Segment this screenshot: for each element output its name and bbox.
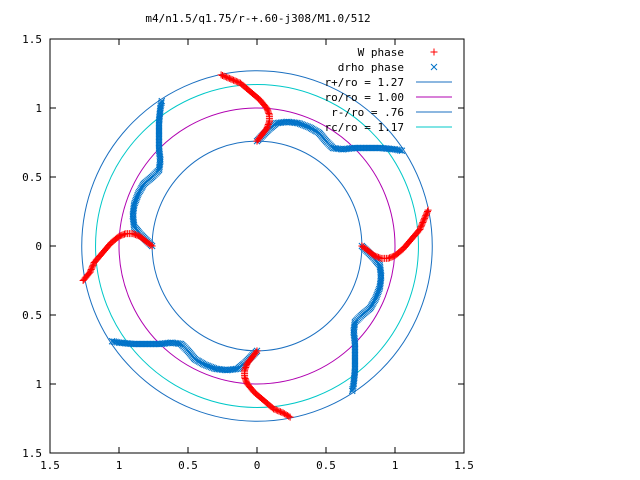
data-series	[79, 71, 432, 421]
x-tick-label: 0.5	[178, 459, 198, 472]
w-phase-point	[241, 365, 249, 373]
w-phase-point	[285, 412, 293, 420]
y-tick-label: 1	[35, 378, 42, 391]
drho-phase-point	[348, 387, 356, 395]
reference-circle-3	[95, 84, 419, 408]
y-tick-label: 0.5	[22, 171, 42, 184]
chart-title: m4/n1.5/q1.75/r-+.60-j308/M1.0/512	[145, 12, 370, 25]
drho-phase-point	[398, 147, 406, 155]
legend-label: r+/ro = 1.27	[325, 76, 404, 89]
w-phase-point	[217, 71, 225, 79]
x-tick-label: 1	[116, 459, 123, 472]
y-tick-label: 1.5	[22, 33, 42, 46]
legend-label: W phase	[358, 46, 404, 59]
legend-label: drho phase	[338, 61, 404, 74]
series-w-phase	[79, 71, 432, 421]
y-tick-label: 0.5	[22, 309, 42, 322]
drho-phase-point	[108, 337, 116, 345]
w-phase-point	[219, 71, 226, 79]
reference-circle-2	[151, 140, 363, 352]
x-tick-label: 0	[254, 459, 261, 472]
w-phase-point	[424, 206, 432, 214]
y-tick-label: 0	[35, 240, 42, 253]
x-tick-label: 0.5	[316, 459, 336, 472]
w-phase-point	[286, 413, 294, 421]
x-tick-label: 1	[392, 459, 399, 472]
legend-cross-symbol	[430, 63, 438, 71]
legend-plus-symbol	[430, 48, 438, 56]
x-tick-label: 1.5	[40, 459, 60, 472]
reference-circle-1	[118, 107, 396, 385]
w-phase-point	[79, 277, 87, 284]
w-phase-point	[80, 275, 88, 283]
legend-label: rc/ro = 1.17	[325, 121, 404, 134]
reference-circle-0	[81, 70, 433, 422]
axis-ticks: 1.5 1 0.5 0 0.5 1 1.51.510.500.511.5	[22, 33, 474, 472]
w-phase-point	[265, 119, 273, 127]
x-tick-label: 1.5	[454, 459, 474, 472]
legend-label: ro/ro = 1.00	[325, 91, 404, 104]
w-phase-point	[376, 254, 384, 262]
y-tick-label: 1.5	[22, 447, 42, 460]
legend-label: r-/ro = .76	[331, 106, 404, 119]
drho-phase-point	[110, 338, 118, 345]
drho-phase-point	[158, 97, 166, 105]
legend: W phase drho phase r+/ro = 1.27 ro/ro = 1.0…	[325, 46, 452, 134]
drho-phase-point	[158, 99, 165, 107]
drho-phase-point	[396, 147, 404, 154]
y-tick-label: 1	[35, 102, 42, 115]
w-phase-point	[130, 230, 138, 238]
drho-phase-point	[349, 385, 356, 393]
w-phase-point	[424, 208, 432, 215]
